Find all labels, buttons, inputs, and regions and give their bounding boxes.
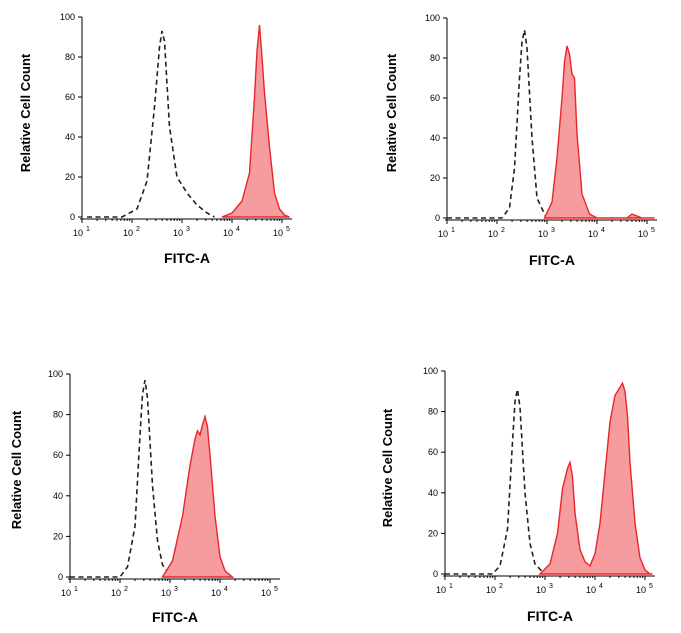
x-tick-label: 10: [586, 585, 596, 595]
x-tick-label: 10: [588, 229, 598, 239]
y-axis-label: Relative Cell Count: [384, 53, 399, 172]
y-tick-label: 0: [58, 572, 63, 582]
y-tick-label: 100: [425, 13, 440, 23]
x-tick-label: 10: [61, 588, 71, 598]
isotype-control-histogram: [87, 30, 215, 218]
x-tick-label: 10: [273, 228, 283, 238]
x-tick-exponent: 1: [449, 583, 453, 590]
x-tick-exponent: 4: [599, 583, 603, 590]
y-tick-label: 60: [428, 447, 438, 457]
y-tick-label: 80: [65, 52, 75, 62]
x-tick-exponent: 5: [649, 583, 653, 590]
x-tick-label: 10: [486, 585, 496, 595]
x-tick-exponent: 1: [451, 227, 455, 234]
y-tick-label: 60: [430, 93, 440, 103]
y-tick-label: 20: [65, 172, 75, 182]
x-tick-exponent: 4: [236, 226, 240, 233]
x-tick-label: 10: [161, 588, 171, 598]
x-tick-label: 10: [111, 588, 121, 598]
y-tick-label: 0: [70, 212, 75, 222]
isotype-control-histogram: [447, 29, 548, 219]
y-tick-label: 40: [65, 132, 75, 142]
isotype-control-histogram: [70, 379, 176, 578]
x-axis-label: FITC-A: [152, 609, 198, 625]
stained-sample-histogram: [161, 413, 235, 578]
y-tick-label: 20: [53, 531, 63, 541]
y-tick-label: 40: [430, 133, 440, 143]
x-tick-exponent: 2: [124, 586, 128, 593]
stained-sample-histogram: [221, 24, 290, 218]
x-axis-label: FITC-A: [529, 252, 575, 268]
y-tick-label: 60: [65, 92, 75, 102]
y-tick-label: 80: [53, 410, 63, 420]
x-tick-exponent: 3: [186, 226, 190, 233]
x-tick-exponent: 2: [136, 226, 140, 233]
x-tick-exponent: 4: [224, 586, 228, 593]
y-tick-label: 100: [423, 366, 438, 376]
x-tick-label: 10: [636, 585, 646, 595]
y-tick-label: 80: [428, 407, 438, 417]
x-tick-label: 10: [223, 228, 233, 238]
x-tick-exponent: 2: [501, 227, 505, 234]
y-axis-label: Relative Cell Count: [380, 408, 395, 527]
x-tick-exponent: 5: [651, 227, 655, 234]
x-tick-exponent: 5: [274, 586, 278, 593]
y-axis-label: Relative Cell Count: [9, 410, 24, 529]
y-tick-label: 20: [430, 173, 440, 183]
x-tick-label: 10: [73, 228, 83, 238]
x-axis-label: FITC-A: [527, 608, 573, 624]
x-tick-label: 10: [173, 228, 183, 238]
y-tick-label: 0: [433, 569, 438, 579]
y-axis-label: Relative Cell Count: [18, 53, 33, 172]
x-tick-label: 10: [123, 228, 133, 238]
x-tick-exponent: 1: [86, 226, 90, 233]
x-tick-exponent: 5: [286, 226, 290, 233]
y-tick-label: 80: [430, 53, 440, 63]
x-tick-label: 10: [261, 588, 271, 598]
x-axis-label: FITC-A: [164, 250, 210, 266]
x-tick-label: 10: [488, 229, 498, 239]
y-tick-label: 40: [428, 488, 438, 498]
y-tick-label: 100: [60, 12, 75, 22]
x-tick-exponent: 3: [174, 586, 178, 593]
x-tick-label: 10: [211, 588, 221, 598]
x-tick-label: 10: [536, 585, 546, 595]
y-tick-label: 60: [53, 450, 63, 460]
isotype-control-histogram: [445, 389, 551, 575]
stained-sample-histogram: [543, 45, 655, 219]
x-tick-exponent: 3: [551, 227, 555, 234]
x-tick-exponent: 3: [549, 583, 553, 590]
x-tick-exponent: 4: [601, 227, 605, 234]
x-tick-label: 10: [436, 585, 446, 595]
stained-sample-histogram: [538, 381, 653, 575]
x-tick-exponent: 1: [74, 586, 78, 593]
y-tick-label: 0: [435, 213, 440, 223]
y-tick-label: 100: [48, 369, 63, 379]
x-tick-label: 10: [638, 229, 648, 239]
x-tick-label: 10: [538, 229, 548, 239]
x-tick-label: 10: [438, 229, 448, 239]
x-tick-exponent: 2: [499, 583, 503, 590]
y-tick-label: 40: [53, 491, 63, 501]
y-tick-label: 20: [428, 528, 438, 538]
